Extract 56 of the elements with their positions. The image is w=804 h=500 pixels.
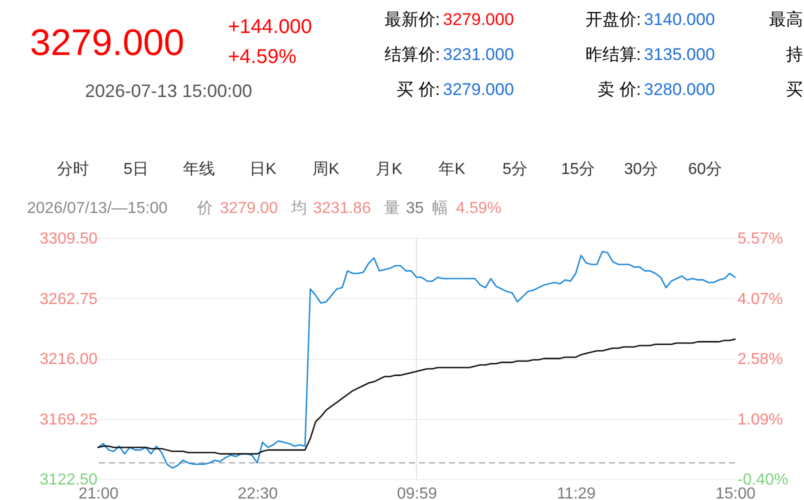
x-tick-label: 22:30: [238, 486, 278, 500]
text: 5日: [124, 161, 148, 178]
text: 3279.000: [443, 10, 514, 29]
text: +4.59%: [228, 46, 297, 68]
text: 5分: [502, 161, 528, 178]
x-tick-label: 15:00: [715, 486, 756, 500]
text: 量: [384, 200, 400, 217]
text: 卖 价:: [598, 80, 641, 99]
text: 结算价:: [384, 45, 440, 64]
text: 昨结算:: [585, 45, 641, 64]
text: 2026-07-13 15:00:00: [85, 81, 252, 101]
text: 3231.000: [443, 45, 514, 64]
line-series: [97, 250, 736, 469]
text: 3231.86: [313, 200, 371, 217]
text: 3280.000: [644, 80, 715, 99]
text: 买: [786, 80, 803, 99]
text: 35: [406, 200, 424, 217]
x-tick-label: 11:29: [556, 486, 596, 500]
text: 买 价:: [396, 80, 440, 99]
x-tick-label: 09:59: [396, 486, 438, 500]
text: 3135.000: [644, 45, 715, 64]
y2-tick-label: 2.58%: [738, 351, 783, 368]
text: 持: [786, 45, 803, 64]
y-tick-label: 3262.75: [40, 290, 98, 308]
text: 3279.00: [220, 200, 278, 217]
y-tick-label: 3122.50: [40, 472, 98, 488]
text: 幅: [432, 200, 448, 217]
text: 日K: [250, 161, 277, 178]
text: 年K: [438, 161, 466, 178]
text: 3140.000: [644, 10, 715, 29]
text: 4.59%: [456, 200, 502, 217]
text: 年线: [183, 160, 215, 178]
y2-tick-label: 1.09%: [738, 411, 783, 428]
text: 开盘价:: [585, 10, 641, 29]
text: 均: [290, 200, 307, 217]
x-tick-label: 21:00: [78, 486, 119, 500]
y2-tick-label: 5.57%: [738, 230, 783, 248]
y2-tick-label: -0.40%: [738, 472, 788, 488]
y-tick-label: 3216.00: [40, 351, 98, 368]
text: 30分: [624, 161, 658, 178]
text: 周K: [312, 161, 340, 178]
text: 2026/07/13/—15:00: [27, 200, 168, 217]
text: 最高: [769, 10, 803, 29]
y-tick-label: 3309.50: [40, 230, 98, 248]
text: 15分: [561, 161, 595, 178]
text: 3279.000: [30, 22, 184, 63]
text: +144.000: [228, 16, 312, 38]
text: 月K: [376, 161, 403, 178]
text: 价: [196, 200, 213, 217]
text: 60分: [688, 161, 722, 178]
text: 分时: [57, 160, 89, 178]
line-series: [97, 338, 736, 455]
text: 3279.000: [443, 80, 514, 99]
y-tick-label: 3169.25: [40, 411, 98, 428]
text: 最新价:: [384, 10, 440, 29]
y2-tick-label: 4.07%: [738, 291, 783, 308]
